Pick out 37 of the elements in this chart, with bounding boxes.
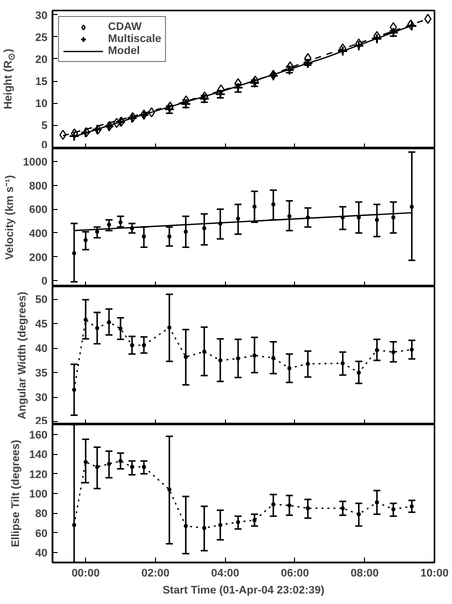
y-tick-label: 30 bbox=[35, 10, 48, 22]
y-tick-label: 35 bbox=[35, 368, 48, 380]
legend-label: CDAW bbox=[108, 21, 142, 33]
y-axis-title: Velocity (km s⁻¹) bbox=[4, 174, 16, 260]
x-axis-title: Start Time (01-Apr-04 23:02:39) bbox=[162, 584, 325, 596]
y-tick-label: 80 bbox=[35, 508, 48, 520]
y-tick-label: 140 bbox=[29, 449, 48, 462]
x-tick-label: 10:00 bbox=[420, 568, 449, 580]
legend-label: Model bbox=[108, 45, 140, 57]
x-tick-label: 08:00 bbox=[350, 568, 379, 580]
y-tick-label: 45 bbox=[35, 318, 48, 331]
legend-label: Multiscale bbox=[108, 33, 162, 45]
y-tick-label: 30 bbox=[35, 392, 48, 404]
y-tick-label: 15 bbox=[35, 76, 48, 88]
x-tick-label: 00:00 bbox=[72, 568, 100, 580]
x-tick-label: 04:00 bbox=[211, 568, 240, 580]
y-tick-label: 800 bbox=[29, 180, 48, 192]
y-tick-label: 50 bbox=[35, 294, 48, 306]
y-tick-label: 400 bbox=[29, 228, 48, 240]
y-axis-title: Ellipse Tilt (degrees) bbox=[10, 439, 22, 548]
x-tick-label: 02:00 bbox=[141, 568, 170, 580]
y-tick-label: 20 bbox=[35, 54, 48, 66]
y-tick-label: 200 bbox=[29, 252, 48, 264]
y-tick-label: 40 bbox=[35, 548, 48, 560]
y-tick-label: 1000 bbox=[23, 156, 48, 169]
y-tick-label: 5 bbox=[41, 120, 48, 132]
y-tick-label: 120 bbox=[29, 468, 48, 481]
y-tick-label: 0 bbox=[41, 276, 48, 288]
y-tick-label: 60 bbox=[35, 528, 48, 540]
y-tick-label: 100 bbox=[29, 488, 48, 500]
y-tick-label: 40 bbox=[35, 343, 48, 356]
y-tick-label: 160 bbox=[29, 429, 48, 442]
y-axis-title: Angular Width (degrees) bbox=[16, 291, 28, 420]
y-tick-label: 600 bbox=[29, 204, 48, 216]
x-tick-label: 06:00 bbox=[280, 568, 310, 580]
y-tick-label: 10 bbox=[35, 98, 48, 110]
y-tick-label: 25 bbox=[35, 32, 48, 44]
